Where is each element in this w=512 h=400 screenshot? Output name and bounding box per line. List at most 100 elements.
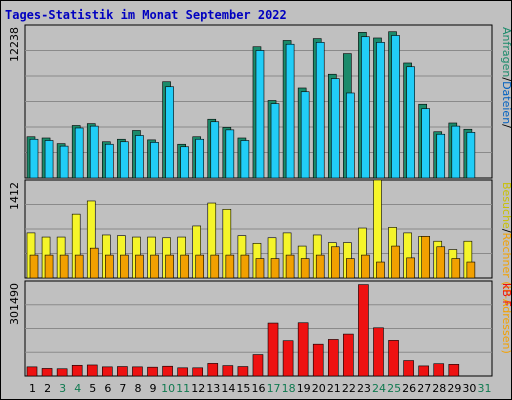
bar-kb [312,343,324,377]
x-tick-label: 20 [312,382,326,395]
bar-kb [26,366,38,377]
bar-dateien [105,143,114,179]
bar-dateien [270,103,280,179]
legend-rechner: Rechner (IP-Adressen) [500,233,512,354]
x-tick-label: 31 [477,382,491,395]
bar-kb [102,366,113,377]
bar-kb [132,366,143,377]
bar-rechner [285,254,295,279]
bar-kb [327,339,339,377]
x-tick-label: 29 [447,382,461,395]
bar-rechner [120,254,129,279]
bar-dateien [120,141,129,179]
bar-rechner [44,254,54,279]
bar-kb [237,366,249,377]
bar-rechner [376,261,385,279]
x-tick-label: 2 [44,382,51,395]
bar-kb [177,367,188,377]
bar-rechner [300,258,310,279]
bar-dateien [255,50,265,179]
legend-anfragen: Anfragen [500,27,512,77]
legend-bottom: kB F [500,283,512,307]
bar-rechner [466,261,476,279]
bar-rechner [421,236,430,279]
bar-kb [267,322,279,377]
bar-dateien [59,145,69,179]
x-tick-label: 18 [282,382,296,395]
bar-dateien [315,42,325,179]
bar-rechner [59,254,69,279]
x-tick-label: 19 [297,382,311,395]
bar-rechner [255,258,265,279]
bar-dateien [346,92,355,179]
legend-kb: kB F [500,283,512,307]
bar-dateien [44,140,54,179]
bar-rechner [89,247,99,279]
bar-rechner [195,254,205,279]
legend-separator: / [500,124,512,128]
x-tick-label: 16 [252,382,266,395]
x-tick-label: 6 [104,382,111,395]
legend-mid: Besuche/Rechner (IP-Adressen) [500,182,512,354]
bar-kb [117,366,128,377]
bar-kb [41,368,53,377]
legend-besuche: Besuche [500,182,512,229]
bar-kb [282,340,294,377]
legend-dateien: Dateien [500,81,512,124]
x-tick-label: 1 [29,382,36,395]
bar-kb [403,360,414,377]
bar-kb [207,363,219,377]
x-tick-label: 17 [267,382,281,395]
bar-dateien [195,138,205,179]
bar-dateien [361,36,370,179]
x-tick-label: 25 [387,382,401,395]
bar-rechner [180,254,189,279]
x-tick-label: 5 [89,382,96,395]
bar-rechner [406,257,415,279]
bar-kb [433,363,445,377]
bar-rechner [150,254,159,279]
bar-kb [56,368,68,377]
bar-dateien [466,132,476,179]
bar-dateien [29,138,39,179]
x-tick-label: 21 [327,382,341,395]
bar-dateien [421,108,430,179]
x-tick-label: 12 [191,382,205,395]
bar-rechner [225,254,235,279]
bar-rechner [315,254,325,279]
bar-rechner [165,254,174,279]
legend-separator: / [500,229,512,233]
x-tick-label: 9 [150,382,157,395]
bar-rechner [210,254,220,279]
x-tick-label: 28 [432,382,446,395]
bar-dateien [89,125,99,179]
bar-kb [388,340,399,377]
x-tick-label: 10 [161,382,175,395]
x-tick-label: 8 [134,382,141,395]
bar-kb [192,367,204,377]
bar-rechner [74,254,84,279]
y-max-label-top: 12238 [8,27,21,62]
x-tick-label: 14 [221,382,235,395]
bar-kb [71,364,83,377]
bar-rechner [346,258,355,279]
bar-rechner [391,245,400,279]
bar-kb [252,354,264,377]
legend-separator: / [500,77,512,81]
x-tick-label: 15 [236,382,250,395]
x-tick-label: 3 [59,382,66,395]
bar-dateien [210,121,220,179]
y-max-label-bottom: 301490 [8,283,21,325]
bar-rechner [436,246,446,279]
chart-title: Tages-Statistik im Monat September 2022 [5,8,287,22]
x-tick-label: 22 [342,382,356,395]
bar-dateien [225,129,235,179]
bar-dateien [300,91,310,179]
bar-dateien [406,66,415,179]
bar-kb [358,284,369,377]
bar-kb [418,365,429,377]
bar-dateien [330,78,340,179]
bar-rechner [105,254,114,279]
bar-dateien [391,35,400,179]
